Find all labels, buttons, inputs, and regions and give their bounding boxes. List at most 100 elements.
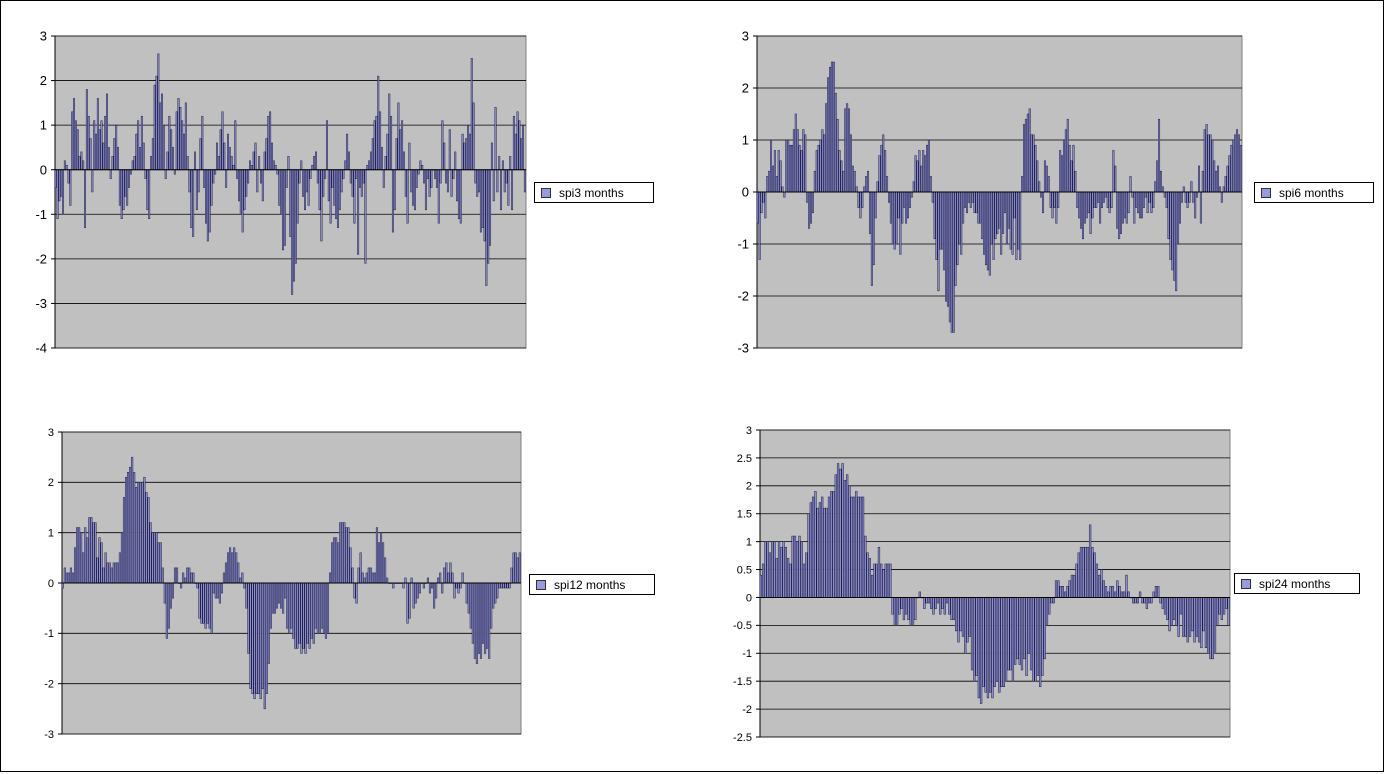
bar [190,169,193,228]
bar [1004,191,1006,214]
bar [773,150,776,193]
bar [973,597,976,682]
bar [1220,597,1223,621]
bar [71,572,75,584]
bar [316,582,319,634]
bar [298,582,301,644]
bar [357,567,360,584]
bar [227,133,229,170]
chart-svg-spi24: 3 2.5 2 1.5 1 0.5 0 -0.5 -1 -1.5 -2 -2.5 [733,425,1231,744]
bar [461,133,464,170]
bar [197,169,200,193]
bar [182,572,185,584]
bar [243,169,246,211]
bar [994,191,997,240]
bar [231,552,234,584]
bar [967,191,970,203]
bar [263,151,266,170]
bar [855,491,858,598]
bar [878,155,881,193]
bar [1143,597,1146,604]
bar [69,169,72,206]
bar [512,552,515,584]
y-tick-label: -0.5 [733,620,752,632]
bar [830,61,833,193]
bar [1055,191,1058,224]
bar [439,572,442,584]
bar [859,191,862,219]
legend-label: spi12 months [554,577,626,592]
bar [1015,191,1018,260]
bar [253,582,256,700]
bar [65,165,68,170]
bar [1007,191,1010,229]
bar [245,582,248,609]
bar [95,133,97,170]
bar [304,169,306,211]
bar [391,169,394,233]
bar [911,597,915,626]
bar [449,562,452,584]
bar [164,169,167,179]
bar [523,169,526,193]
bar [141,482,144,584]
bar [798,144,801,193]
bar [402,582,405,589]
bar [146,169,149,211]
bar [889,191,892,224]
bar [481,582,485,644]
bar [366,165,369,170]
bar [825,103,828,193]
bar [1195,597,1198,637]
bar [283,169,286,246]
bar [333,537,336,584]
bar [454,151,457,170]
bar [457,582,460,594]
bar [866,552,869,598]
bar [1075,563,1078,598]
bar [345,527,348,584]
bar [335,537,338,584]
bar [307,169,310,206]
bar [1171,191,1174,271]
bar [311,165,314,170]
bar [882,569,885,598]
bar [294,169,297,264]
bar [1032,134,1035,193]
bar [329,169,332,224]
bar [492,169,495,202]
bar [106,93,108,170]
bar [853,170,856,193]
bar [943,191,946,271]
bar [56,169,59,219]
bar [927,139,930,193]
bar [1005,191,1008,245]
bar [221,111,224,170]
bar [443,142,446,170]
bar [964,191,967,208]
bar [1152,591,1155,598]
y-tick-label: 0 [48,578,54,590]
bar [456,169,459,202]
bar [71,111,74,170]
bar [970,597,974,671]
bar [1204,597,1208,648]
bar [839,468,842,598]
bar [261,169,264,202]
bar [265,138,268,170]
bar [798,535,801,598]
bar [502,582,505,589]
bar [1036,597,1040,676]
bar [139,147,141,170]
bar [918,150,921,193]
bar [214,169,217,175]
bar [261,582,264,689]
bar [310,582,313,639]
bar [84,169,86,228]
bar [1088,524,1092,598]
bar [1120,591,1124,598]
bar [476,169,479,197]
bar [87,115,90,170]
bar [832,491,835,598]
bar [1161,597,1164,609]
